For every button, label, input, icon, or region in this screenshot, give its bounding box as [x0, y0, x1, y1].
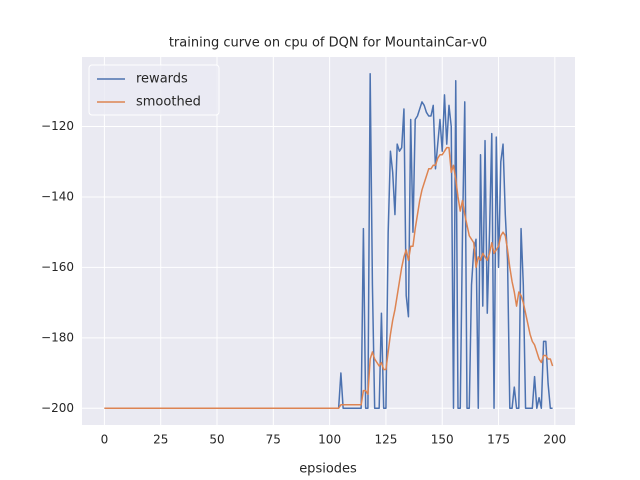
- x-tick-label: 0: [101, 433, 109, 447]
- y-tick-label: −120: [41, 119, 74, 133]
- legend-label: rewards: [136, 72, 188, 87]
- x-tick-label: 75: [266, 433, 281, 447]
- y-tick-label: −180: [41, 330, 74, 344]
- chart-title: training curve on cpu of DQN for Mountai…: [169, 36, 487, 51]
- legend-label: smoothed: [136, 95, 201, 110]
- line-series: [104, 146, 554, 410]
- y-tick-label: −160: [41, 260, 74, 274]
- x-tick-label: 200: [543, 433, 566, 447]
- x-axis-label: epsiodes: [299, 462, 357, 477]
- x-tick-label: 100: [318, 433, 341, 447]
- x-tick-label: 125: [374, 433, 397, 447]
- x-tick-label: 25: [153, 433, 168, 447]
- x-tick-label: 150: [431, 433, 454, 447]
- y-tick-label: −140: [41, 189, 74, 203]
- x-tick-label: 175: [487, 433, 510, 447]
- x-tick-label: 50: [209, 433, 224, 447]
- y-tick-label: −200: [41, 401, 74, 415]
